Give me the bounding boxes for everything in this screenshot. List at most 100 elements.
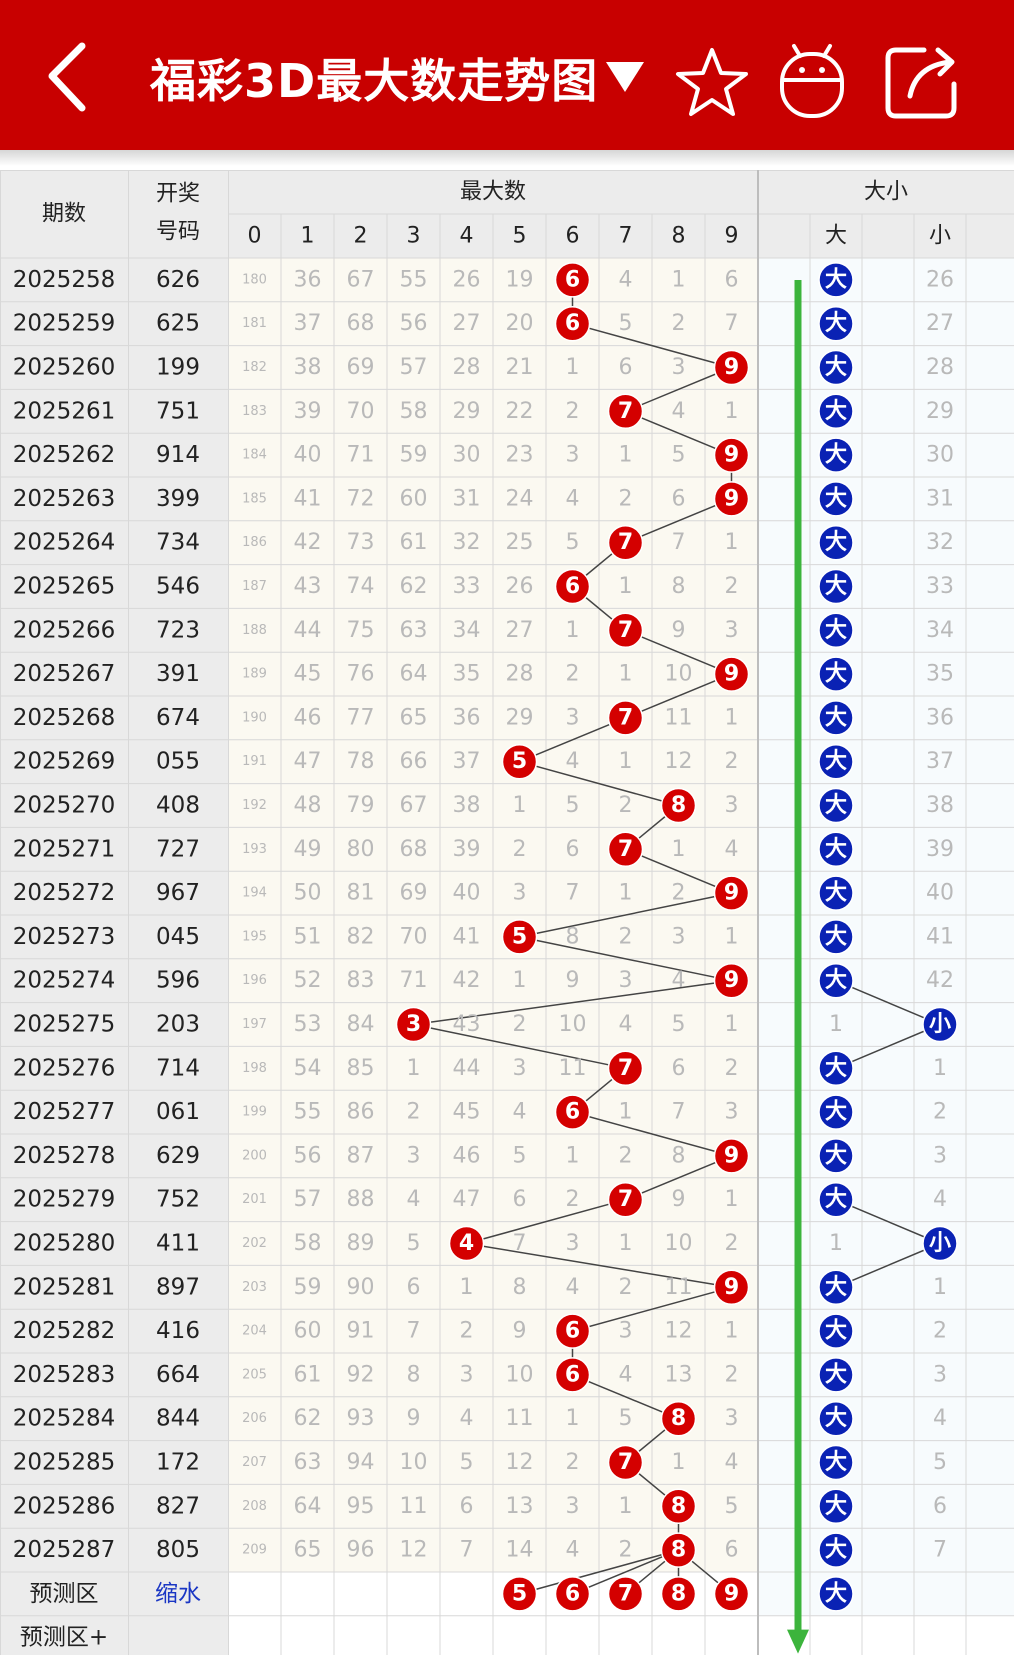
miss-value: 26: [506, 574, 534, 599]
predict-ball-label: 8: [671, 1581, 686, 1606]
miss-value: 59: [400, 443, 428, 468]
table-row[interactable]: 2025284 844 206 62 93 9 4 11 1 5 38 4大: [13, 1400, 947, 1437]
size-ball: [818, 393, 854, 430]
table-row[interactable]: 2025265 546 187 43 74 62 33 26 1 8 26 33大: [13, 568, 954, 605]
max-ball-label: 7: [618, 618, 633, 643]
miss-value: 1: [460, 1275, 474, 1300]
page-title[interactable]: 福彩3D最大数走势图: [150, 54, 599, 108]
table-row[interactable]: 2025266 723 188 44 75 63 34 27 1 9 3 7 34 大: [13, 612, 954, 649]
trend-arrow: [787, 280, 809, 1654]
table-row[interactable]: 2025278 629 200 56 87 3 46 5 1 2 8 9 3 大: [13, 1138, 947, 1174]
table-row[interactable]: 2025270 408 192 48 79 67 38 1 5 2 38 38大: [13, 787, 954, 824]
grid-lines: [0, 170, 1014, 1655]
table-row[interactable]: 2025260 199 182 38 69 57 28 21 1 6 3 9 28 大: [13, 349, 954, 386]
row-draw-number: 172: [156, 1450, 200, 1476]
table-row[interactable]: 2025258 626 180 36 67 55 26 19 4 1 66 26大: [13, 262, 954, 298]
robot-icon[interactable]: [770, 40, 854, 124]
table-row[interactable]: 2025277 061 199 55 86 2 45 4 1 7 3 6 2 大: [13, 1094, 947, 1130]
table-row[interactable]: 2025285 172 207 63 94 10 5 12 2 1 4 7 5 大: [13, 1444, 947, 1481]
miss-value: 6: [672, 486, 686, 511]
size-ball-label: 大: [825, 1362, 847, 1387]
table-row[interactable]: 2025267 391 189 45 76 64 35 28 2 1 10 9 35大: [13, 656, 954, 692]
miss-value: 2: [725, 1056, 739, 1081]
miss-value: 2: [513, 837, 527, 862]
predict-plus-row[interactable]: 预测区+: [20, 1625, 108, 1651]
predict-size-ball[interactable]: [818, 1576, 854, 1612]
chevron-left-icon[interactable]: [28, 36, 108, 116]
max-ball-label: 5: [512, 924, 527, 949]
max-ball: [713, 349, 750, 386]
miss-value: 2: [566, 662, 580, 687]
miss-value: 5: [566, 530, 580, 555]
miss-value: 3: [619, 968, 633, 993]
max-ball-label: 6: [565, 267, 580, 292]
max-ball: [607, 612, 644, 649]
table-row[interactable]: 2025275 203 197 53 84 43 2 10 4 5 1 3 1 小: [13, 1006, 958, 1043]
table-row[interactable]: 2025261 751 183 39 70 58 29 22 2 4 17 29大: [13, 393, 954, 430]
table-row[interactable]: 2025286 827 208 64 95 11 6 13 3 1 5 8 6 大: [13, 1488, 947, 1525]
size-ball-label: 大: [825, 267, 847, 292]
predict-row[interactable]: 预测区 缩水 5 6 7 8 9 大: [30, 1576, 854, 1612]
row-period: 2025260: [13, 355, 115, 381]
size-ball-label: 大: [825, 924, 847, 949]
max-ball: [607, 831, 644, 868]
miss-value: 59: [294, 1275, 322, 1300]
table-row[interactable]: 2025271 727 193 49 80 68 39 2 6 1 4 7 39 大: [13, 831, 954, 868]
share-icon[interactable]: [880, 40, 964, 124]
table-row[interactable]: 2025264 734 186 42 73 61 32 25 5 7 1 7 32 大: [13, 524, 954, 561]
row-draw-number: 416: [156, 1318, 200, 1344]
trend-table: 期数开奖号码最大数 大小0 1 2 3 4 5 6 7 8 9 大小2025258 626 180 36 67…: [0, 170, 1014, 1655]
row-period: 2025258: [13, 267, 115, 293]
table-row[interactable]: 2025268 674 190 46 77 65 36 29 3 11 17 36大: [13, 700, 954, 736]
miss-value: 68: [400, 837, 428, 862]
miss-value: 1: [619, 574, 633, 599]
table-row[interactable]: 2025287 805 209 65 96 12 7 14 4 2 68 7大: [13, 1532, 947, 1568]
predict-ball[interactable]: [501, 1576, 538, 1612]
table-row[interactable]: 2025281 897 203 59 90 6 1 8 4 2 11 9 1 大: [13, 1269, 947, 1306]
table-row[interactable]: 2025280 411 202 58 89 5 7 3 1 10 2 4 1 小: [13, 1225, 958, 1262]
row-draw-number: 629: [156, 1143, 200, 1169]
table-row[interactable]: 2025273 045 195 51 82 70 41 8 2 3 15 41大: [13, 919, 954, 955]
miss-value: 12: [665, 1319, 693, 1344]
table-row[interactable]: 2025282 416 204 60 91 7 2 9 3 12 1 6 2 大: [13, 1313, 947, 1349]
table-row[interactable]: 2025276 714 198 54 85 1 44 3 11 6 2 7 1 大: [13, 1050, 947, 1087]
miss-value: 46: [453, 1143, 481, 1168]
table-row[interactable]: 2025279 752 201 57 88 4 47 6 2 9 1 7 4 大: [13, 1181, 947, 1218]
miss-value: 189: [242, 667, 267, 682]
row-period: 2025270: [13, 793, 115, 819]
miss-value: 9: [407, 1406, 421, 1431]
table-row[interactable]: 2025272 967 194 50 81 69 40 3 7 1 2 9 40 大: [13, 875, 954, 911]
miss-value: 67: [347, 267, 375, 292]
max-ball-label: 7: [618, 530, 633, 555]
size-ball-label: 大: [825, 311, 847, 336]
header-size-group: 大小: [864, 180, 908, 205]
miss-value: 64: [294, 1494, 322, 1519]
miss-value: 3: [672, 355, 686, 380]
predict-ball[interactable]: [607, 1576, 644, 1612]
miss-value: 55: [400, 267, 428, 292]
miss-value: 2: [566, 399, 580, 424]
table-row[interactable]: 2025263 399 185 41 72 60 31 24 4 2 6 9 31 大: [13, 481, 954, 517]
triangle-down-icon[interactable]: [602, 54, 648, 100]
row-period: 2025274: [13, 968, 115, 994]
star-icon[interactable]: [670, 40, 754, 124]
small-miss-value: 27: [926, 311, 954, 336]
table-row[interactable]: 2025262 914 184 40 71 59 30 23 3 1 5 9 30大: [13, 437, 954, 473]
predict-ball[interactable]: [554, 1576, 591, 1612]
table-row[interactable]: 2025283 664 205 61 92 8 3 10 4 13 2 6 3 大: [13, 1357, 947, 1393]
table-row[interactable]: 2025269 055 191 47 78 66 37 4 1 12 2 5 37 大: [13, 743, 954, 780]
small-miss-value: 35: [926, 662, 954, 687]
max-ball-label: 9: [724, 443, 739, 468]
miss-value: 3: [725, 1100, 739, 1125]
row-draw-number: 727: [156, 836, 200, 862]
miss-value: 3: [566, 443, 580, 468]
miss-value: 6: [407, 1275, 421, 1300]
predict-ball[interactable]: [660, 1576, 697, 1612]
predict-ball[interactable]: [713, 1576, 750, 1612]
table-row[interactable]: 2025274 596 196 52 83 71 42 1 9 3 4 9 42 大: [13, 962, 954, 999]
small-miss-value: 5: [933, 1450, 947, 1475]
table-row[interactable]: 2025259 625 181 37 68 56 27 20 5 2 76 27大: [13, 305, 954, 342]
size-ball: [818, 700, 854, 736]
shrink-link[interactable]: 缩水: [155, 1581, 201, 1607]
miss-value: 2: [619, 1275, 633, 1300]
